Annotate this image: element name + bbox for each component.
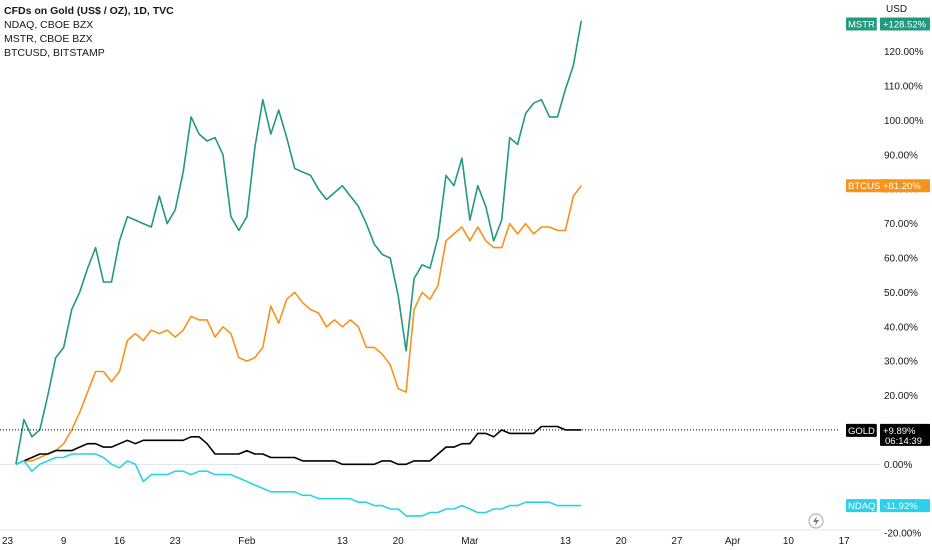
series-value-tag-text: +128.52% xyxy=(883,20,927,31)
y-tick-label: 120.00% xyxy=(884,47,924,58)
y-tick-label: 50.00% xyxy=(884,288,918,299)
legend: CFDs on Gold (US$ / OZ), 1D, TVC NDAQ, C… xyxy=(4,4,174,60)
series-line-btcusd[interactable] xyxy=(15,185,582,466)
legend-item-btcusd[interactable]: BTCUSD, BITSTAMP xyxy=(4,47,105,59)
series-value-tag-ndaq xyxy=(880,499,930,513)
x-tick-label: Feb xyxy=(238,536,256,547)
x-tick-label: 10 xyxy=(783,536,795,547)
y-tick-label: 60.00% xyxy=(884,253,918,264)
series-value-tag-text: +9.89% xyxy=(883,426,916,437)
countdown-text: 06:14:39 xyxy=(885,436,922,447)
series-value-tag-btcusd xyxy=(880,179,930,193)
series-name-tag-btcusd xyxy=(846,179,890,193)
series-name-tag-text: GOLD xyxy=(848,426,875,437)
legend-title: CFDs on Gold (US$ / OZ), 1D, TVC xyxy=(4,5,174,17)
y-tick-label: 40.00% xyxy=(884,322,918,333)
x-tick-label: 17 xyxy=(839,536,851,547)
x-tick-label: 27 xyxy=(671,536,683,547)
y-tick-label: 70.00% xyxy=(884,219,918,230)
series-value-tag-text: -11.92% xyxy=(883,501,918,512)
x-tick-label: Mar xyxy=(461,536,479,547)
series-name-tag-text: BTCUSD xyxy=(848,181,887,192)
x-tick-label: 23 xyxy=(170,536,182,547)
x-tick-label: 16 xyxy=(114,536,126,547)
y-tick-label: 20.00% xyxy=(884,391,918,402)
x-tick-label: 13 xyxy=(560,536,572,547)
x-tick-label: 9 xyxy=(61,536,67,547)
y-tick-label: -20.00% xyxy=(884,529,921,540)
series-line-mstr[interactable] xyxy=(15,20,583,465)
series-value-tag-gold xyxy=(880,423,930,446)
series-line-gold[interactable] xyxy=(15,425,582,466)
x-tick-label: 23 xyxy=(2,536,14,547)
x-tick-label: 13 xyxy=(337,536,349,547)
y-tick-label: 90.00% xyxy=(884,150,918,161)
y-tick-label: 0.00% xyxy=(884,460,912,471)
x-tick-label: Apr xyxy=(725,536,741,547)
series-line-ndaq[interactable] xyxy=(15,453,582,517)
legend-item-ndaq[interactable]: NDAQ, CBOE BZX xyxy=(4,19,94,31)
y-tick-label: 110.00% xyxy=(884,81,923,92)
legend-item-mstr[interactable]: MSTR, CBOE BZX xyxy=(4,33,93,45)
y-tick-label: 30.00% xyxy=(884,357,918,368)
axis-unit-label: USD xyxy=(886,4,908,15)
x-tick-label: 20 xyxy=(616,536,628,547)
x-tick-label: 20 xyxy=(393,536,405,547)
y-tick-label: 100.00% xyxy=(884,116,924,127)
series-name-tag-text: MSTR xyxy=(848,20,875,31)
series-name-tag-text: NDAQ xyxy=(848,501,875,512)
series-value-tag-mstr xyxy=(880,17,930,31)
series-name-tag-mstr xyxy=(846,17,877,31)
replay-icon[interactable] xyxy=(808,513,824,529)
series-name-tag-ndaq xyxy=(846,499,877,513)
series-value-tag-text: +81.20% xyxy=(883,181,921,192)
series-name-tag-gold xyxy=(846,423,877,437)
